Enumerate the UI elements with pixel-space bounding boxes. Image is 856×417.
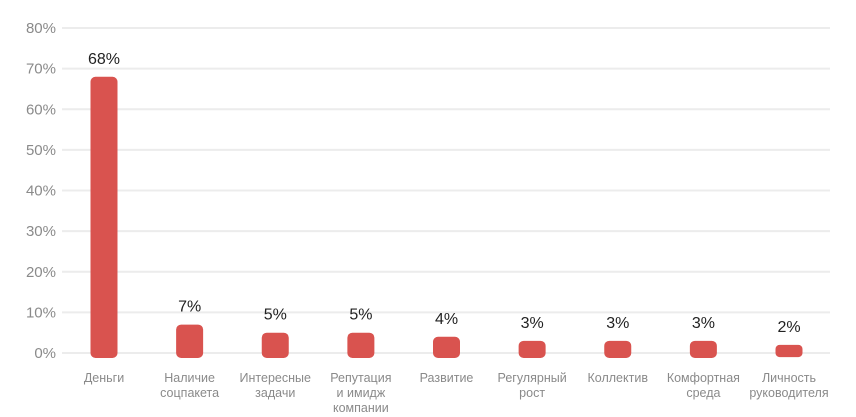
x-tick-label: Репутация и имидж компании: [330, 371, 391, 415]
bar: [347, 332, 375, 358]
x-tick-label: Коллектив: [588, 371, 649, 385]
bar: [90, 76, 118, 358]
bar: [433, 336, 460, 358]
data-label: 68%: [88, 51, 120, 68]
bar: [176, 324, 204, 358]
bar: [604, 340, 632, 358]
x-tick-label: Комфортная среда: [667, 371, 740, 400]
x-tick-label: Интересные задачи: [240, 371, 311, 400]
data-label: 5%: [349, 307, 372, 324]
data-labels: 68% 7% 5% 5% 4% 3% 3% 3% 2%: [88, 51, 801, 336]
data-label: 5%: [264, 307, 287, 324]
grid-lines: [62, 27, 830, 354]
y-tick-label: 10%: [26, 304, 56, 321]
y-tick-label: 60%: [26, 101, 56, 118]
data-label: 3%: [521, 315, 544, 332]
x-tick-label: Развитие: [420, 371, 474, 385]
x-tick-label: Деньги: [84, 371, 124, 385]
bar: [261, 332, 289, 358]
bar: [518, 340, 546, 358]
x-tick-label: Наличие соцпакета: [160, 371, 219, 400]
y-tick-label: 40%: [26, 183, 56, 200]
y-tick-label: 50%: [26, 142, 56, 159]
bars: [90, 76, 803, 358]
data-label: 3%: [606, 315, 629, 332]
y-tick-label: 80%: [26, 20, 56, 37]
y-tick-label: 0%: [34, 345, 56, 362]
y-axis-ticks: 0% 10% 20% 30% 40% 50% 60% 70% 80%: [26, 20, 56, 362]
y-tick-label: 30%: [26, 223, 56, 240]
x-axis-ticks: Деньги Наличие соцпакета Интересные задачи Ре…: [84, 371, 829, 415]
x-tick-label: Регулярный рост: [498, 371, 567, 400]
x-tick-label: Личность руководителя: [749, 371, 828, 400]
y-tick-label: 20%: [26, 264, 56, 281]
data-label: 4%: [435, 311, 458, 328]
data-label: 2%: [777, 319, 800, 336]
data-label: 7%: [178, 299, 201, 316]
data-label: 3%: [692, 315, 715, 332]
bar: [775, 344, 803, 358]
y-tick-label: 70%: [26, 61, 56, 78]
bar: [689, 340, 717, 358]
